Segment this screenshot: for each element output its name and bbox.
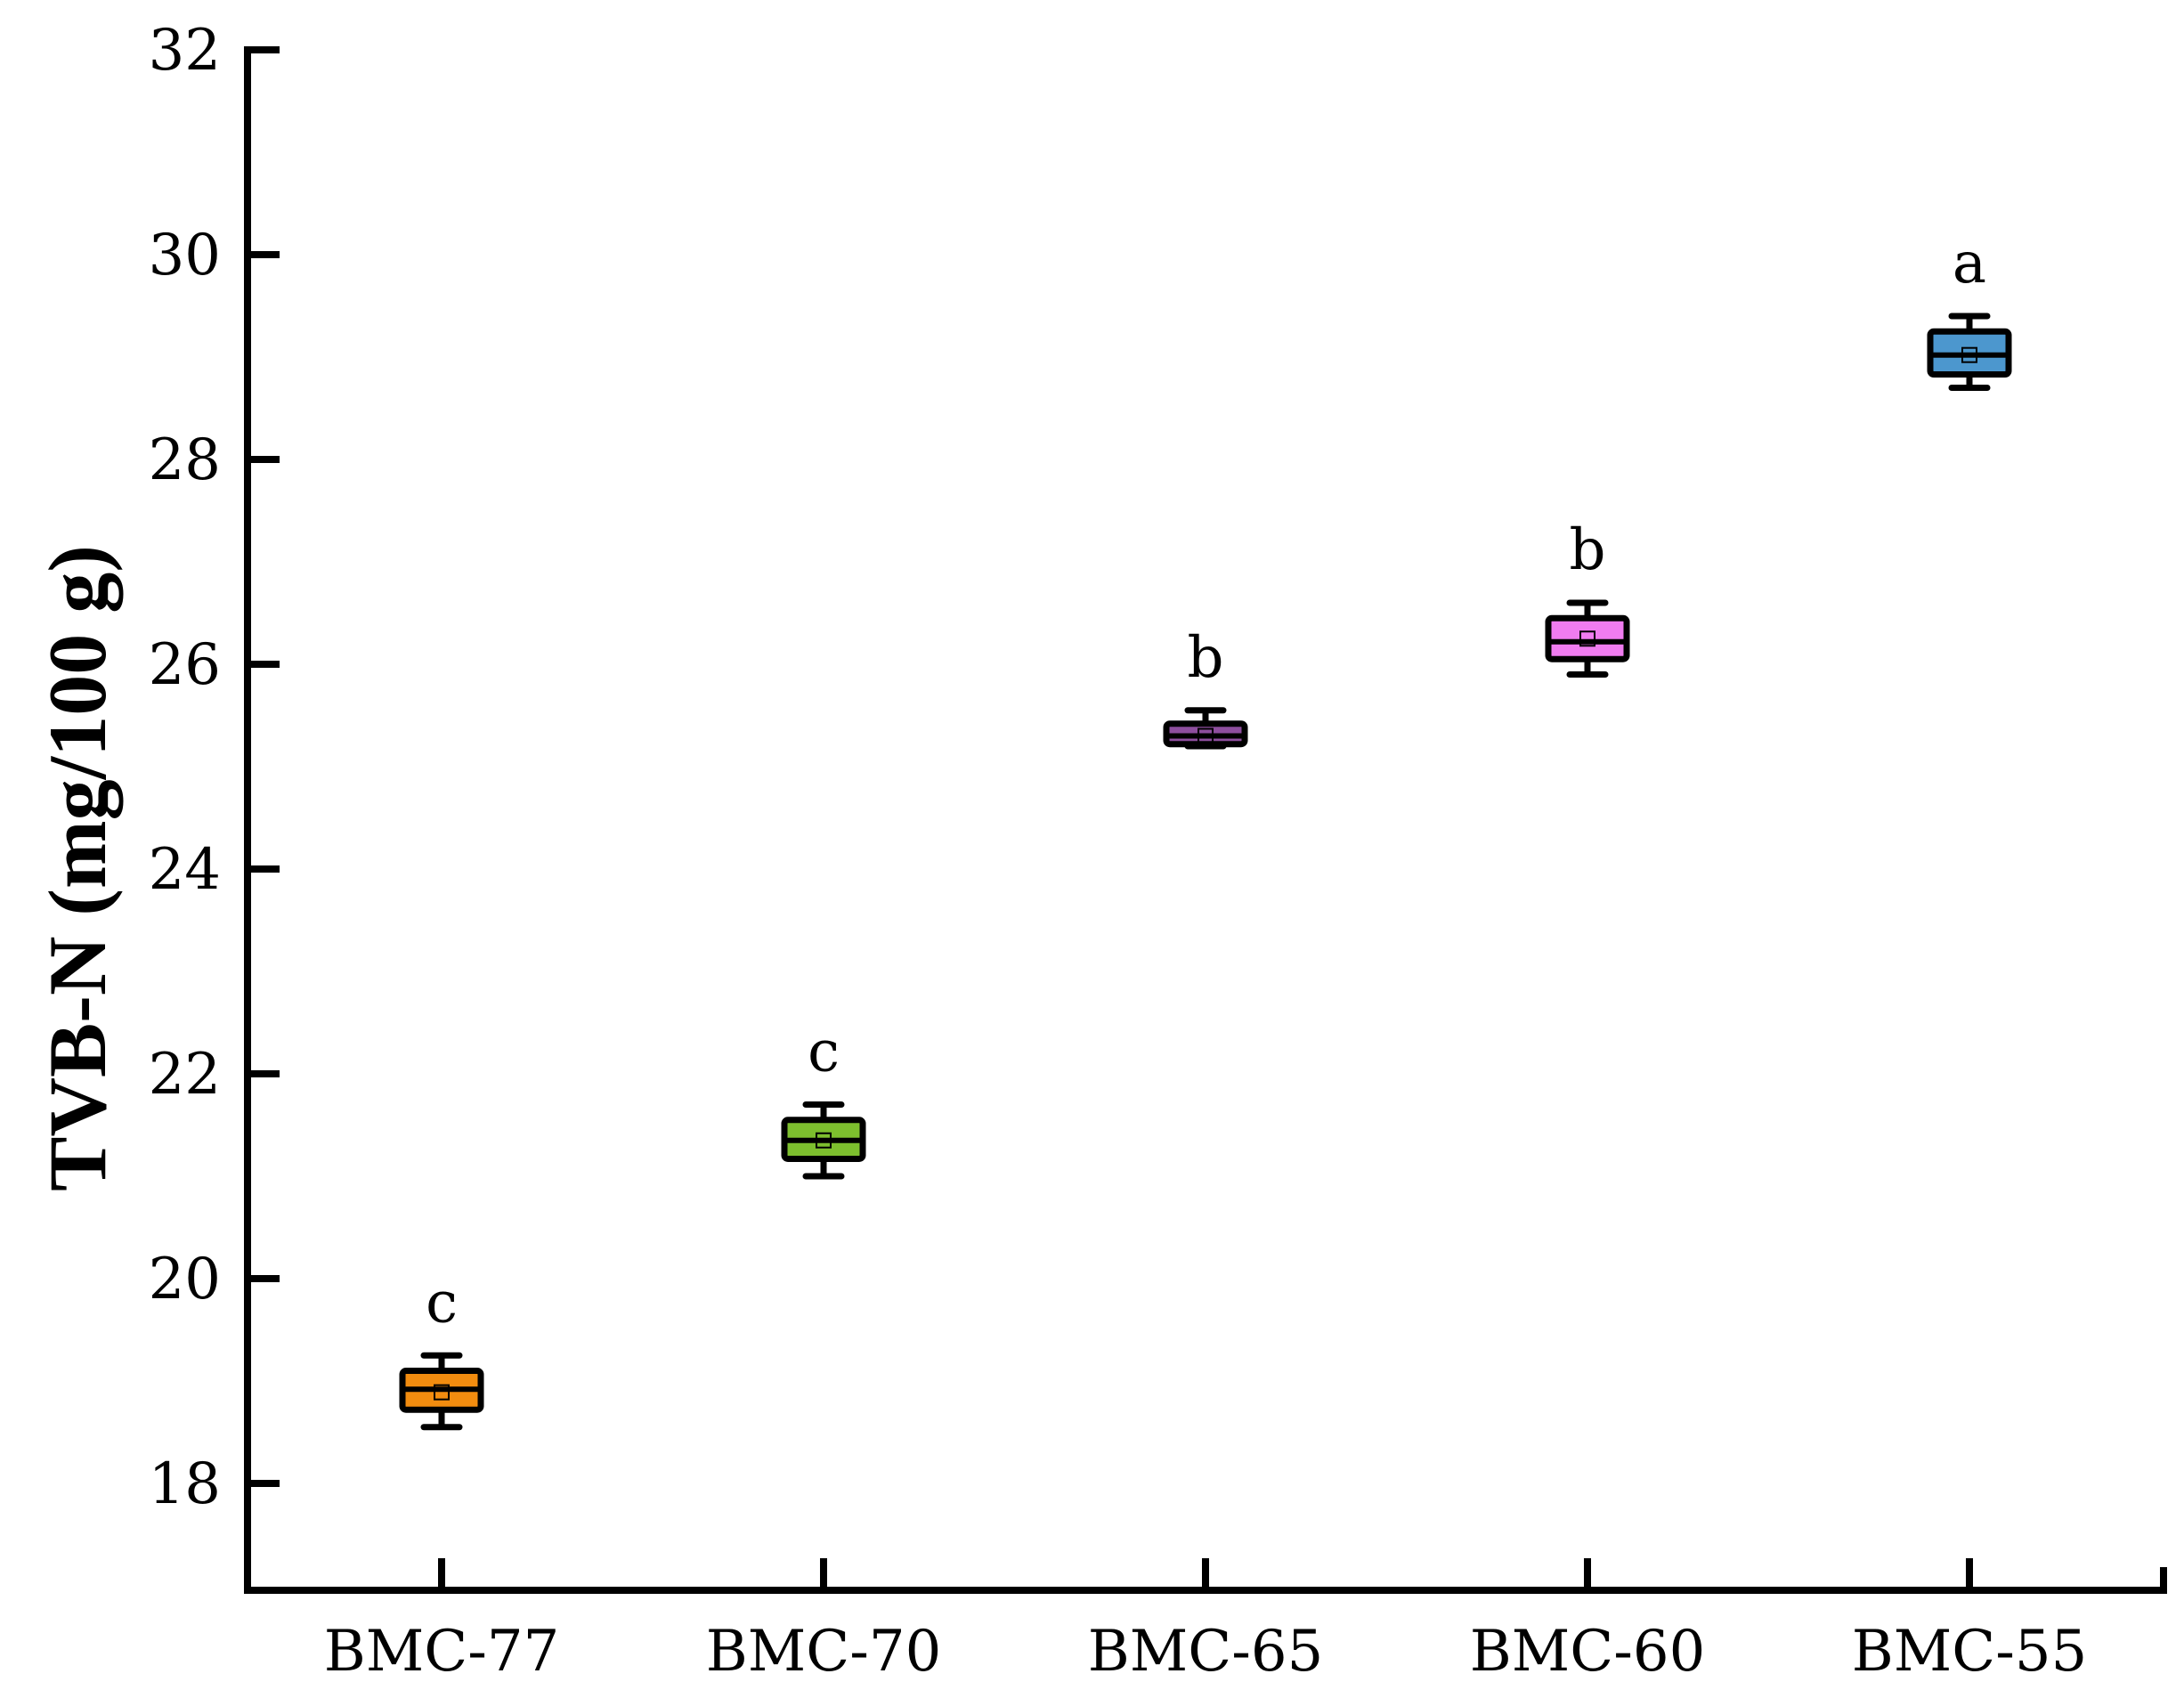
- axes: 18 20 22 24 26 28 30 32 BMC-77 BMC-70 BMC-65 BMC-60…: [149, 18, 2167, 1685]
- x-tick-label: BMC-60: [1470, 1619, 1706, 1685]
- box-bmc-60: [1545, 614, 1630, 662]
- x-tick-label: BMC-70: [706, 1619, 942, 1685]
- y-tick-label: 28: [149, 427, 221, 493]
- significance-letter: b: [1570, 517, 1606, 583]
- y-tick-label: 32: [149, 18, 221, 84]
- y-tick-label: 24: [149, 837, 221, 903]
- y-tick-label: 30: [149, 223, 221, 288]
- boxes: c c b b a: [399, 231, 2012, 1431]
- significance-letter: b: [1188, 625, 1224, 691]
- mean-marker: [1961, 346, 1977, 363]
- x-tick-label: BMC-77: [324, 1619, 560, 1685]
- y-tick-label: 18: [149, 1451, 221, 1517]
- y-tick-label: 26: [149, 632, 221, 698]
- y-tick-label: 20: [149, 1247, 221, 1312]
- mean-marker: [1579, 630, 1595, 647]
- x-tick-label: BMC-55: [1852, 1619, 2088, 1685]
- x-tick-label: BMC-65: [1088, 1619, 1324, 1685]
- mean-marker: [434, 1384, 450, 1401]
- significance-letter: a: [1953, 231, 1986, 297]
- significance-letter: c: [426, 1270, 458, 1336]
- y-tick-label: 22: [149, 1042, 221, 1108]
- mean-marker: [1198, 727, 1214, 744]
- significance-letter: c: [808, 1020, 840, 1085]
- mean-marker: [816, 1132, 832, 1149]
- y-axis-title: TVB-N (mg/100 g): [32, 545, 123, 1191]
